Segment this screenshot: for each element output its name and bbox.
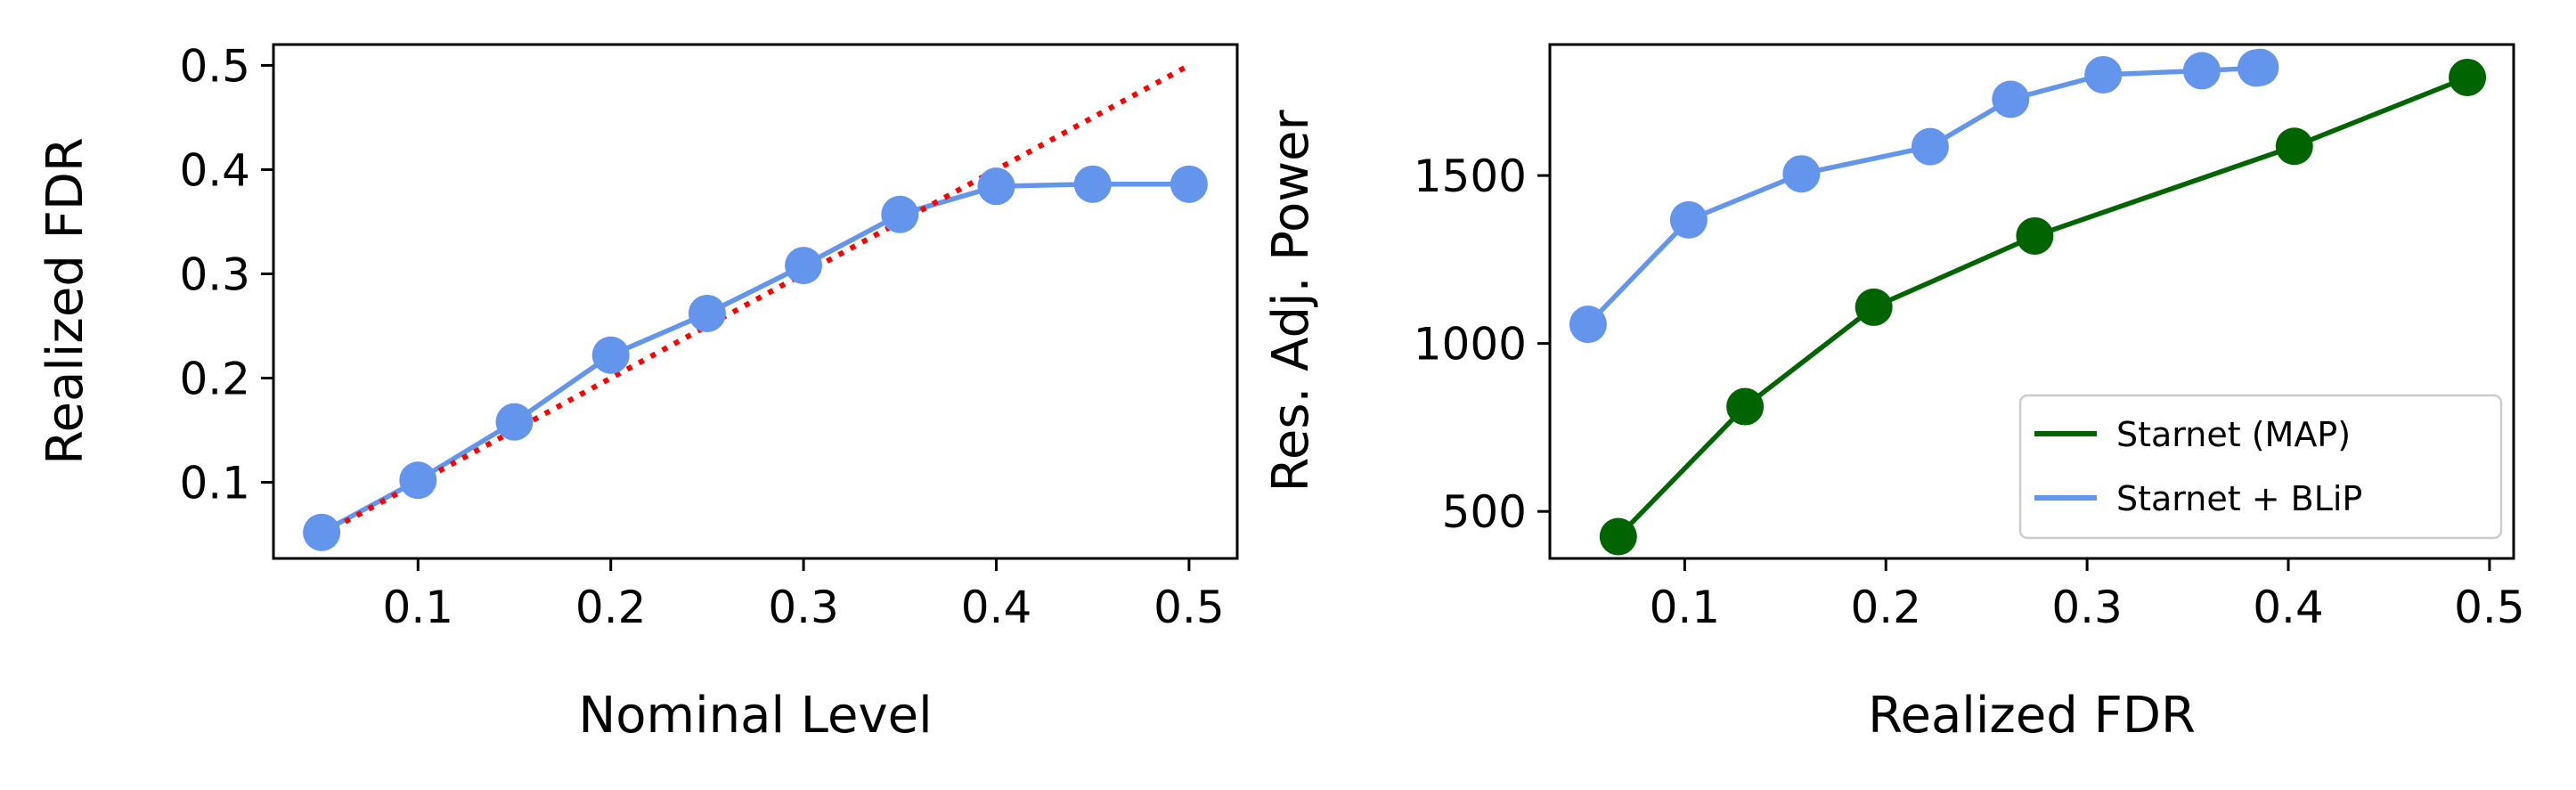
c1-y-axis-label: Res. Adj. Power	[1262, 110, 1320, 493]
c1-series-1-point-3	[1911, 127, 1949, 166]
c0-series-0-line	[320, 182, 1189, 535]
c1-series-0-point-1	[1726, 387, 1765, 426]
c0-x-tick-label-4: 0.5	[1153, 582, 1225, 633]
c0-series-0-point-1	[399, 461, 437, 500]
c0-y-tick-label-4: 0.5	[179, 40, 250, 92]
c1-series-1-point-1	[1669, 200, 1708, 239]
c0-series-0-point-8	[1073, 165, 1112, 203]
c1-series-1-point-2	[1782, 155, 1821, 193]
c0-series-0-point-5	[785, 247, 823, 285]
c0-x-axis: 0.1 0.2 0.3 0.4 0.5	[383, 558, 1225, 633]
c0-series-0-point-3	[591, 336, 630, 374]
c1-series-1-point-5	[2084, 55, 2123, 94]
c1-x-tick-label-4: 0.5	[2454, 582, 2525, 633]
c1-y-axis: 500 1000 1500	[1414, 151, 1550, 538]
c0-x-tick-label-0: 0.1	[383, 582, 454, 633]
c1-series-0-point-0	[1599, 517, 1637, 556]
c0-y-tick-label-1: 0.2	[179, 354, 250, 405]
c1-series-1-point-6	[2182, 52, 2221, 90]
c0-plot-frame	[272, 43, 1239, 560]
c1-y-tick-label-2: 1500	[1414, 151, 1527, 202]
c0-x-tick-label-2: 0.3	[768, 582, 839, 633]
c1-series-1-point-4	[1992, 80, 2030, 118]
c0-series-0-point-2	[495, 403, 534, 441]
chart-power-vs-realized-fdr: 0.1 0.2 0.3 0.4 0.5 500 1000 1500 Realized FDR…	[1262, 43, 2525, 745]
c1-series-0-point-4	[2275, 127, 2313, 166]
c1-plot-frame	[1548, 43, 2515, 560]
c1-series-0-point-5	[2449, 58, 2487, 96]
c0-series-0-point-4	[688, 294, 726, 332]
c1-y-tick-label-0: 500	[1442, 486, 1527, 538]
c1-series-0-point-3	[2016, 216, 2054, 255]
c0-y-axis: 0.1 0.2 0.3 0.4 0.5	[179, 40, 273, 509]
c0-series-0-point-9	[1170, 165, 1208, 203]
c1-markers	[1569, 48, 2487, 556]
legend-box	[2018, 394, 2503, 540]
c0-x-axis-label: Nominal Level	[578, 687, 932, 745]
legend: Starnet (MAP) Starnet + BLiP	[2018, 394, 2503, 540]
c0-lines	[320, 62, 1191, 537]
c0-series-0-point-7	[977, 167, 1015, 206]
c1-x-tick-label-3: 0.4	[2253, 582, 2324, 633]
c1-x-axis: 0.1 0.2 0.3 0.4 0.5	[1650, 558, 2525, 633]
c0-y-tick-label-0: 0.1	[179, 458, 250, 509]
c1-series-0-line	[1616, 75, 2469, 539]
c0-series-0-point-0	[303, 513, 341, 551]
c1-x-tick-label-2: 0.3	[2051, 582, 2123, 633]
c0-markers	[303, 165, 1208, 551]
legend-label-starnet-map: Starnet (MAP)	[2116, 415, 2351, 454]
c0-x-tick-label-1: 0.2	[575, 582, 647, 633]
legend-label-starnet-blip: Starnet + BLiP	[2116, 479, 2362, 518]
c1-series-1-point-8	[2241, 48, 2279, 86]
chart-realized-fdr-vs-nominal: 0.1 0.2 0.3 0.4 0.5 0.1 0.2 0.3 0.4 0.5 Nominal …	[37, 40, 1239, 745]
c0-y-tick-label-3: 0.4	[179, 144, 250, 196]
c0-x-tick-label-3: 0.4	[961, 582, 1032, 633]
c1-series-1-point-0	[1569, 305, 1607, 344]
c1-x-tick-label-0: 0.1	[1650, 582, 1721, 633]
c1-series-0-point-2	[1855, 288, 1893, 326]
c1-x-tick-label-1: 0.2	[1850, 582, 1921, 633]
c0-series-1-line	[320, 62, 1191, 537]
c0-y-tick-label-2: 0.3	[179, 248, 250, 300]
c1-x-axis-label: Realized FDR	[1868, 687, 2196, 745]
c0-y-axis-label: Realized FDR	[37, 137, 94, 465]
c0-series-0-point-6	[881, 195, 919, 233]
c1-y-tick-label-1: 1000	[1414, 319, 1527, 371]
